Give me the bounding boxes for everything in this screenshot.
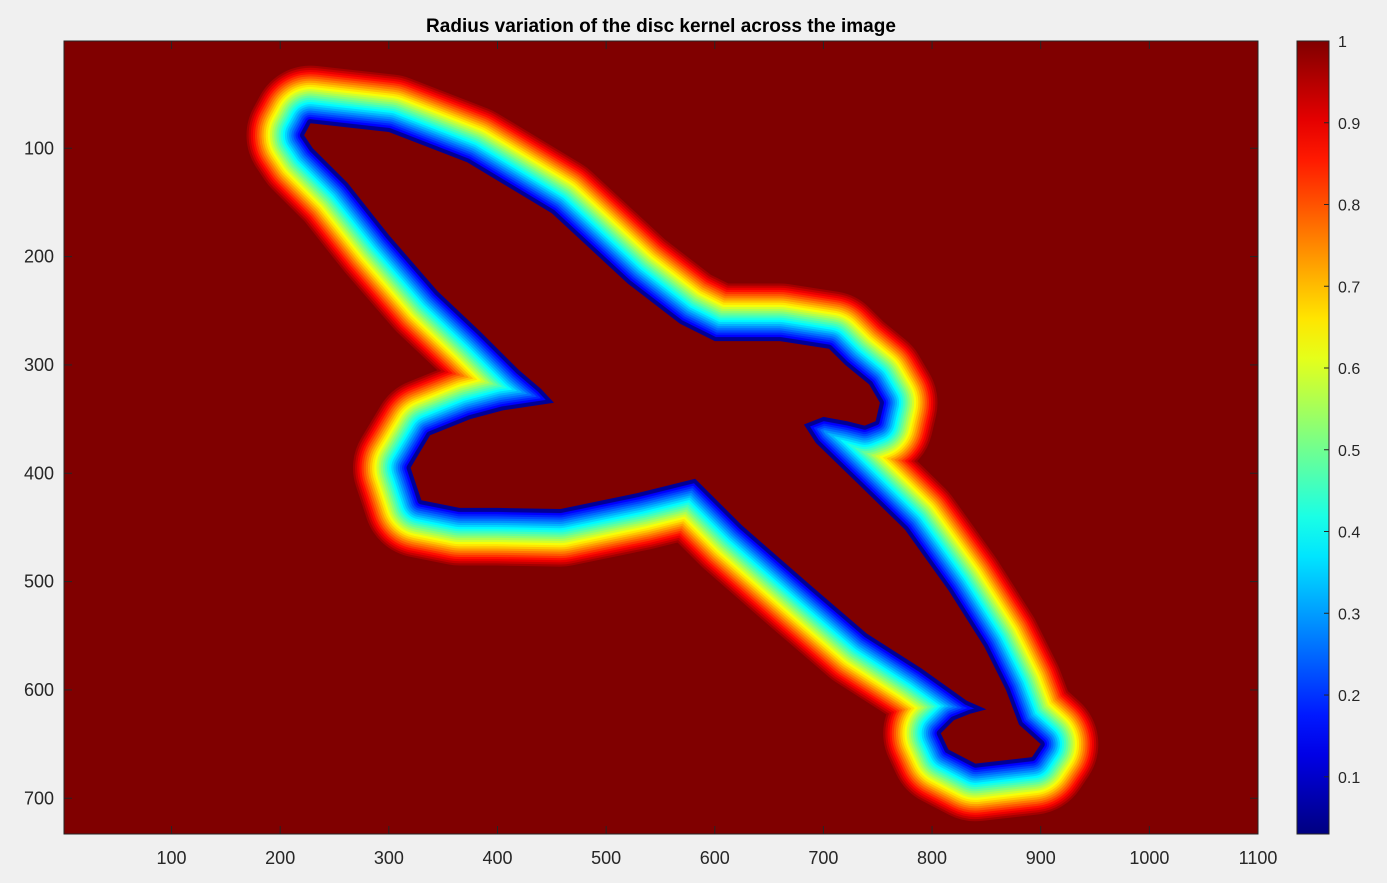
outline-interior [304,123,1041,764]
y-tick-label: 500 [24,572,54,592]
x-tick-label: 1000 [1129,848,1169,868]
colorbar-tick-label: 0.1 [1338,770,1360,787]
y-tick-label: 400 [24,463,54,483]
colorbar-tick-label: 1 [1338,34,1347,51]
x-axis: 100 200 300 400 500 600 700 800 900 1000 1100 [157,41,1278,868]
heatmap-outline-band [244,63,1101,824]
colorbar-tick-label: 0.3 [1338,606,1360,623]
y-tick-label: 600 [24,680,54,700]
x-tick-label: 900 [1026,848,1056,868]
colorbar-tick-label: 0.6 [1338,361,1360,378]
y-tick-label: 100 [24,138,54,158]
colorbar-gradient [1296,40,1330,835]
x-tick-label: 500 [591,848,621,868]
x-tick-label: 100 [157,848,187,868]
chart-title: Radius variation of the disc kernel acro… [426,16,896,37]
x-tick-label: 700 [808,848,838,868]
plot-frame [63,40,1259,835]
colorbar-tick-label: 0.2 [1338,688,1360,705]
colorbar-tick-label: 0.9 [1338,116,1360,133]
x-tick-label: 400 [482,848,512,868]
colorbar: 0.1 0.2 0.3 0.4 0.5 0.6 0.7 0.8 0.9 1 [1296,34,1360,835]
x-tick-label: 600 [700,848,730,868]
colorbar-tick-label: 0.5 [1338,443,1360,460]
colorbar-tick-label: 0.4 [1338,525,1360,542]
y-tick-label: 300 [24,355,54,375]
x-tick-label: 200 [265,848,295,868]
colorbar-ticks: 0.1 0.2 0.3 0.4 0.5 0.6 0.7 0.8 0.9 1 [1324,34,1360,787]
x-tick-label: 300 [374,848,404,868]
plot-area [63,40,1259,835]
y-tick-label: 200 [24,247,54,267]
x-tick-label: 800 [917,848,947,868]
x-tick-label: 1100 [1239,848,1278,868]
y-axis: 100 200 300 400 500 600 700 [24,138,1258,808]
y-tick-label: 700 [24,788,54,808]
colorbar-tick-label: 0.8 [1338,198,1360,215]
colorbar-tick-label: 0.7 [1338,279,1360,296]
